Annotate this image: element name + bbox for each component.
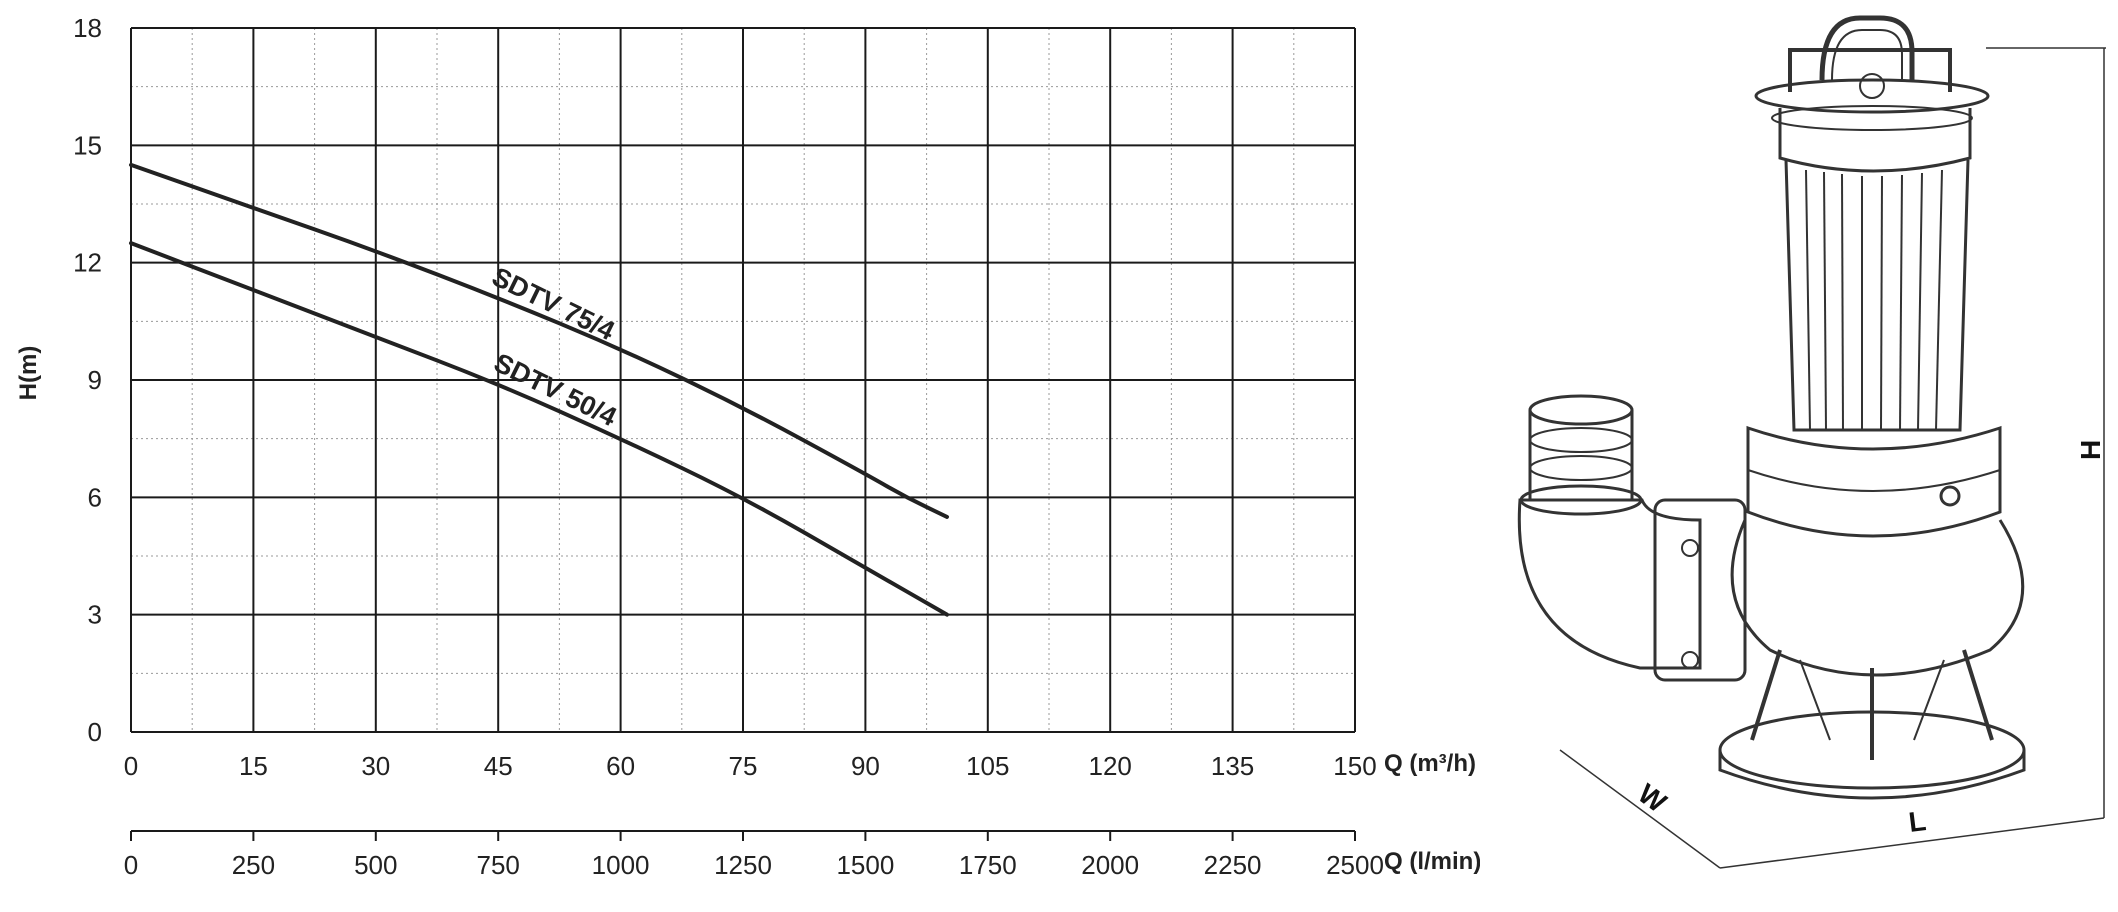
x2-tick-label: 2250 (1204, 850, 1262, 880)
dimension-label-l: L (1907, 805, 1928, 838)
series-line-sdtv-75-4 (129, 162, 949, 519)
x-tick-label: 0 (124, 751, 138, 781)
x2-tick-label: 250 (232, 850, 275, 880)
series-line-sdtv-50-4 (129, 241, 949, 617)
performance-chart: 0 15 30 45 60 75 90 105 120 135 150 0 250 500 750 1000… (15, 13, 1480, 880)
pump-drawing: H L W (1517, 15, 2106, 869)
x-tick-label: 135 (1211, 751, 1254, 781)
x2-tick-label: 2000 (1081, 850, 1139, 880)
axis-lines (130, 830, 1356, 841)
y-tick-label: 9 (88, 365, 102, 395)
x-tick-label: 75 (729, 751, 758, 781)
y-tick-label: 12 (73, 248, 102, 278)
y-tick-label: 3 (88, 600, 102, 630)
outlet-pipe-icon (1517, 498, 1702, 670)
x-tick-label: 105 (966, 751, 1009, 781)
x-tick-label: 30 (361, 751, 390, 781)
series-group (129, 162, 949, 617)
x2-tick-label: 750 (477, 850, 520, 880)
x-axis-ticks: 0 15 30 45 60 75 90 105 120 135 150 (124, 751, 1377, 781)
x-tick-label: 90 (851, 751, 880, 781)
x2-tick-label: 500 (354, 850, 397, 880)
x2-tick-label: 2500 (1326, 850, 1384, 880)
dimension-label-h: H (2075, 440, 2106, 460)
y-axis-ticks: 0 3 6 9 12 15 18 (73, 13, 102, 747)
y-axis-title: H(m) (15, 346, 42, 401)
x2-tick-label: 1000 (592, 850, 650, 880)
x-axis-title: Q (m³/h) (1384, 750, 1476, 777)
dimension-label-w: W (1632, 778, 1672, 819)
y-tick-label: 6 (88, 482, 102, 512)
x2-axis-title: Q (l/min) (1384, 848, 1480, 875)
major-grid (130, 27, 1356, 733)
x2-tick-label: 0 (124, 850, 138, 880)
x2-tick-label: 1500 (836, 850, 894, 880)
y-tick-label: 15 (73, 130, 102, 160)
x2-tick-label: 1750 (959, 850, 1017, 880)
x-tick-label: 120 (1089, 751, 1132, 781)
x2-axis-ticks: 0 250 500 750 1000 1250 1500 1750 2000 2250 2500 (124, 850, 1384, 880)
y-tick-label: 18 (73, 13, 102, 43)
x2-tick-label: 1250 (714, 850, 772, 880)
x-tick-label: 150 (1333, 751, 1376, 781)
y-tick-label: 0 (88, 717, 102, 747)
x-tick-label: 60 (606, 751, 635, 781)
x-tick-label: 45 (484, 751, 513, 781)
x-tick-label: 15 (239, 751, 268, 781)
